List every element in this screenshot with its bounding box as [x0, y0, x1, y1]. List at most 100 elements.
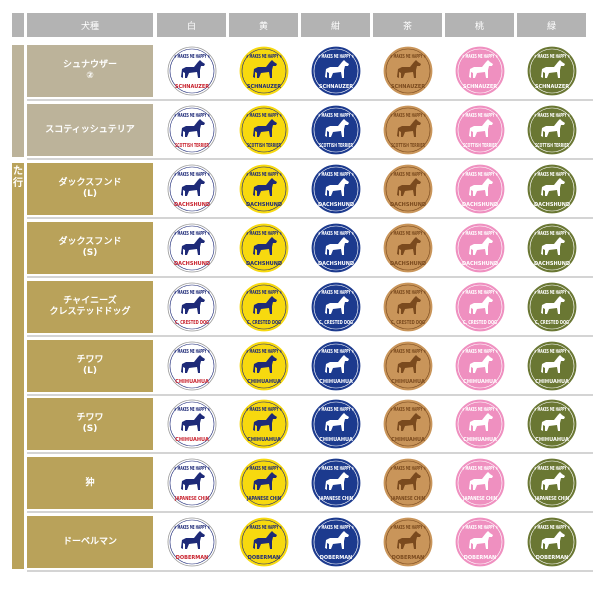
badge-緑[interactable]: ★ MAKES ME HAPPY ★ C. CRESTED DOG: [527, 282, 577, 332]
badge-緑[interactable]: ★ MAKES ME HAPPY ★ JAPANESE CHIN: [527, 458, 577, 508]
dog-silhouette-icon: [324, 178, 349, 196]
dog-silhouette-icon: [540, 178, 565, 196]
section-label: た行: [13, 165, 23, 189]
header-color-1: 黄: [229, 13, 298, 37]
badge-紺[interactable]: ★ MAKES ME HAPPY ★ C. CRESTED DOG: [311, 282, 361, 332]
badge-茶[interactable]: ★ MAKES ME HAPPY ★ CHIHUAHUA: [383, 341, 433, 391]
badge-緑[interactable]: ★ MAKES ME HAPPY ★ CHIHUAHUA: [527, 399, 577, 449]
dog-silhouette-icon: [396, 237, 421, 255]
dog-silhouette-icon: [180, 237, 205, 255]
badge-黄[interactable]: ★ MAKES ME HAPPY ★ SCOTTISH TERRIER: [239, 105, 289, 155]
dog-silhouette-icon: [396, 472, 421, 490]
badge-桃[interactable]: ★ MAKES ME HAPPY ★ SCOTTISH TERRIER: [455, 105, 505, 155]
breed-variant: (L): [83, 189, 97, 199]
badge-紺[interactable]: ★ MAKES ME HAPPY ★ SCOTTISH TERRIER: [311, 105, 361, 155]
badge-桃[interactable]: ★ MAKES ME HAPPY ★ JAPANESE CHIN: [455, 458, 505, 508]
badge-breed-text: SCOTTISH TERRIER: [175, 143, 209, 149]
badge-breed-text: SCHNAUZER: [246, 84, 280, 90]
badge-茶[interactable]: ★ MAKES ME HAPPY ★ DACHSHUND: [383, 164, 433, 214]
dog-silhouette-icon: [180, 178, 205, 196]
badge-breed-text: JAPANESE CHIN: [174, 496, 209, 502]
badge-白[interactable]: ★ MAKES ME HAPPY ★ SCOTTISH TERRIER: [167, 105, 217, 155]
breed-cell: チワワ (S): [27, 398, 153, 450]
badge-白[interactable]: ★ MAKES ME HAPPY ★ CHIHUAHUA: [167, 341, 217, 391]
badge-紺[interactable]: ★ MAKES ME HAPPY ★ DACHSHUND: [311, 164, 361, 214]
row-divider: [27, 217, 593, 219]
badge-緑[interactable]: ★ MAKES ME HAPPY ★ CHIHUAHUA: [527, 341, 577, 391]
badge-桃[interactable]: ★ MAKES ME HAPPY ★ SCHNAUZER: [455, 46, 505, 96]
breed-variant: (L): [83, 366, 97, 376]
badge-紺[interactable]: ★ MAKES ME HAPPY ★ JAPANESE CHIN: [311, 458, 361, 508]
badge-桃[interactable]: ★ MAKES ME HAPPY ★ DOBERMAN: [455, 517, 505, 567]
badge-slogan: ★ MAKES ME HAPPY ★: [174, 231, 210, 237]
badge-slogan: ★ MAKES ME HAPPY ★: [318, 525, 354, 531]
badge-slogan: ★ MAKES ME HAPPY ★: [462, 466, 498, 472]
badge-黄[interactable]: ★ MAKES ME HAPPY ★ CHIHUAHUA: [239, 399, 289, 449]
dog-silhouette-icon: [252, 413, 277, 431]
badge-breed-text: SCHNAUZER: [318, 84, 352, 90]
badge-breed-text: JAPANESE CHIN: [534, 496, 569, 502]
badge-紺[interactable]: ★ MAKES ME HAPPY ★ DOBERMAN: [311, 517, 361, 567]
badge-白[interactable]: ★ MAKES ME HAPPY ★ DACHSHUND: [167, 223, 217, 273]
badge-紺[interactable]: ★ MAKES ME HAPPY ★ CHIHUAHUA: [311, 341, 361, 391]
dog-silhouette-icon: [180, 119, 205, 137]
dog-silhouette-icon: [396, 355, 421, 373]
badge-breed-text: C. CRESTED DOG: [391, 320, 425, 326]
badge-breed-text: CHIHUAHUA: [319, 379, 353, 385]
badge-紺[interactable]: ★ MAKES ME HAPPY ★ DACHSHUND: [311, 223, 361, 273]
badge-緑[interactable]: ★ MAKES ME HAPPY ★ SCOTTISH TERRIER: [527, 105, 577, 155]
badge-白[interactable]: ★ MAKES ME HAPPY ★ DOBERMAN: [167, 517, 217, 567]
badge-茶[interactable]: ★ MAKES ME HAPPY ★ CHIHUAHUA: [383, 399, 433, 449]
badge-黄[interactable]: ★ MAKES ME HAPPY ★ DACHSHUND: [239, 223, 289, 273]
dog-silhouette-icon: [540, 472, 565, 490]
badge-slogan: ★ MAKES ME HAPPY ★: [174, 54, 210, 60]
badge-黄[interactable]: ★ MAKES ME HAPPY ★ CHIHUAHUA: [239, 341, 289, 391]
badge-白[interactable]: ★ MAKES ME HAPPY ★ CHIHUAHUA: [167, 399, 217, 449]
dog-silhouette-icon: [252, 178, 277, 196]
dog-silhouette-icon: [468, 413, 493, 431]
badge-slogan: ★ MAKES ME HAPPY ★: [390, 290, 426, 296]
badge-桃[interactable]: ★ MAKES ME HAPPY ★ C. CRESTED DOG: [455, 282, 505, 332]
badge-slogan: ★ MAKES ME HAPPY ★: [462, 525, 498, 531]
badge-白[interactable]: ★ MAKES ME HAPPY ★ JAPANESE CHIN: [167, 458, 217, 508]
dog-silhouette-icon: [252, 119, 277, 137]
badge-黄[interactable]: ★ MAKES ME HAPPY ★ DOBERMAN: [239, 517, 289, 567]
badge-黄[interactable]: ★ MAKES ME HAPPY ★ C. CRESTED DOG: [239, 282, 289, 332]
badge-紺[interactable]: ★ MAKES ME HAPPY ★ CHIHUAHUA: [311, 399, 361, 449]
dog-silhouette-icon: [468, 237, 493, 255]
badge-黄[interactable]: ★ MAKES ME HAPPY ★ SCHNAUZER: [239, 46, 289, 96]
badge-茶[interactable]: ★ MAKES ME HAPPY ★ SCHNAUZER: [383, 46, 433, 96]
badge-桃[interactable]: ★ MAKES ME HAPPY ★ CHIHUAHUA: [455, 341, 505, 391]
breed-variant: クレステッドドッグ: [49, 307, 131, 317]
badge-紺[interactable]: ★ MAKES ME HAPPY ★ SCHNAUZER: [311, 46, 361, 96]
badge-slogan: ★ MAKES ME HAPPY ★: [246, 349, 282, 355]
badge-白[interactable]: ★ MAKES ME HAPPY ★ C. CRESTED DOG: [167, 282, 217, 332]
row-divider: [27, 99, 593, 101]
badge-slogan: ★ MAKES ME HAPPY ★: [390, 466, 426, 472]
badge-桃[interactable]: ★ MAKES ME HAPPY ★ CHIHUAHUA: [455, 399, 505, 449]
badge-黄[interactable]: ★ MAKES ME HAPPY ★ JAPANESE CHIN: [239, 458, 289, 508]
badge-緑[interactable]: ★ MAKES ME HAPPY ★ DACHSHUND: [527, 164, 577, 214]
badge-桃[interactable]: ★ MAKES ME HAPPY ★ DACHSHUND: [455, 223, 505, 273]
badge-桃[interactable]: ★ MAKES ME HAPPY ★ DACHSHUND: [455, 164, 505, 214]
badge-slogan: ★ MAKES ME HAPPY ★: [318, 349, 354, 355]
row-divider: [27, 511, 593, 513]
row-divider: [27, 335, 593, 337]
badge-slogan: ★ MAKES ME HAPPY ★: [318, 290, 354, 296]
badge-白[interactable]: ★ MAKES ME HAPPY ★ SCHNAUZER: [167, 46, 217, 96]
badge-breed-text: SCHNAUZER: [174, 84, 208, 90]
badge-茶[interactable]: ★ MAKES ME HAPPY ★ JAPANESE CHIN: [383, 458, 433, 508]
dog-silhouette-icon: [180, 296, 205, 314]
badge-slogan: ★ MAKES ME HAPPY ★: [534, 525, 570, 531]
badge-白[interactable]: ★ MAKES ME HAPPY ★ DACHSHUND: [167, 164, 217, 214]
badge-緑[interactable]: ★ MAKES ME HAPPY ★ DOBERMAN: [527, 517, 577, 567]
badge-茶[interactable]: ★ MAKES ME HAPPY ★ C. CRESTED DOG: [383, 282, 433, 332]
badge-黄[interactable]: ★ MAKES ME HAPPY ★ DACHSHUND: [239, 164, 289, 214]
badge-緑[interactable]: ★ MAKES ME HAPPY ★ DACHSHUND: [527, 223, 577, 273]
breed-cell: ダックスフンド (L): [27, 163, 153, 215]
badge-茶[interactable]: ★ MAKES ME HAPPY ★ SCOTTISH TERRIER: [383, 105, 433, 155]
badge-茶[interactable]: ★ MAKES ME HAPPY ★ DOBERMAN: [383, 517, 433, 567]
badge-茶[interactable]: ★ MAKES ME HAPPY ★ DACHSHUND: [383, 223, 433, 273]
badge-緑[interactable]: ★ MAKES ME HAPPY ★ SCHNAUZER: [527, 46, 577, 96]
dog-silhouette-icon: [396, 296, 421, 314]
